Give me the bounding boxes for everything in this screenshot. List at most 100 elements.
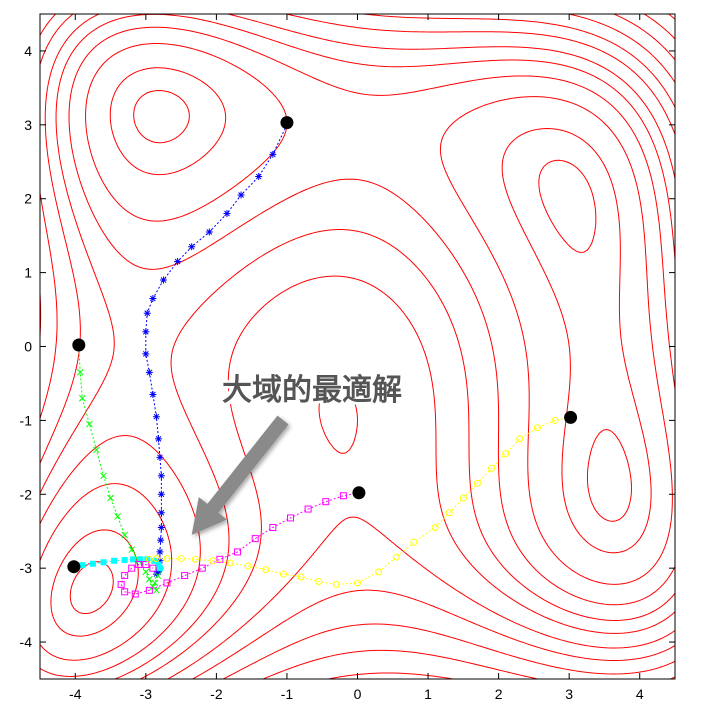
series-point: [156, 565, 163, 572]
series-point: [262, 566, 270, 574]
series-point: [297, 573, 305, 581]
series-point: [137, 556, 144, 563]
contour-level-10: [328, 14, 675, 679]
x-tick-label: -4: [69, 686, 82, 702]
series-point: [234, 548, 242, 556]
x-tick-label: -3: [140, 686, 153, 702]
series-point: [209, 557, 217, 565]
series-point: [286, 514, 294, 522]
series-point: [322, 498, 330, 506]
series-point: [128, 546, 136, 554]
series-line: [120, 492, 359, 595]
series-point: [135, 560, 143, 568]
series-point: [145, 586, 153, 594]
series-point: [156, 453, 164, 461]
series-point: [144, 556, 151, 563]
series-point: [149, 564, 157, 572]
series-point: [244, 562, 252, 570]
start-point: [67, 560, 81, 574]
contour-lines: [40, 14, 675, 679]
series-point: [86, 420, 93, 428]
series-point: [130, 556, 137, 563]
series-point: [154, 572, 162, 579]
optimizer-paths: [70, 121, 575, 598]
series-point: [157, 472, 165, 480]
contour-level-9: [263, 14, 675, 679]
series-point: [410, 538, 418, 546]
series-point: [153, 586, 160, 594]
series-point: [473, 479, 481, 487]
series-point: [145, 555, 153, 563]
series-point: [152, 555, 160, 563]
series-point: [223, 210, 231, 217]
contour-level-6: [40, 14, 675, 679]
y-tick-label: -4: [20, 634, 33, 650]
global-optimum-annotation: 大域的最適解: [191, 373, 402, 535]
series-point: [156, 557, 164, 565]
series-point: [128, 564, 136, 572]
series-point: [205, 228, 213, 236]
series-point: [163, 555, 171, 563]
x-tick-label: -2: [210, 686, 223, 702]
series-point: [181, 572, 189, 580]
series-point: [121, 557, 128, 564]
series-point: [157, 524, 165, 532]
series-point: [111, 557, 118, 564]
y-tick-label: 0: [24, 339, 32, 355]
series-point: [191, 555, 199, 563]
series-x: [75, 343, 162, 594]
series-point: [279, 570, 287, 578]
series-point: [157, 536, 165, 544]
series-point: [332, 580, 340, 588]
series-point: [304, 505, 312, 513]
series-point: [142, 560, 150, 568]
series-point: [76, 369, 84, 376]
y-tick-label: -2: [20, 486, 33, 502]
contour-level-8: [223, 14, 675, 679]
series-point: [516, 435, 524, 443]
series-point: [159, 276, 167, 284]
start-points: [67, 116, 578, 574]
contour-level-7: [40, 14, 675, 679]
x-tick-label: 4: [636, 686, 644, 702]
start-point: [564, 410, 578, 424]
series-point: [174, 258, 182, 266]
x-tick-label: 1: [424, 686, 432, 702]
series-point: [269, 150, 277, 158]
series-point: [431, 524, 439, 532]
series-point: [149, 391, 157, 399]
series-point: [149, 294, 157, 302]
series-point: [157, 490, 165, 498]
plot-frame: [39, 13, 676, 680]
start-point: [352, 486, 366, 500]
contour-level-4: [40, 14, 675, 679]
series-point: [121, 572, 129, 580]
y-tick-label: -3: [20, 560, 33, 576]
series-point: [114, 513, 121, 520]
series-point: [255, 173, 263, 181]
x-tick-label: 0: [354, 686, 362, 702]
series-point: [502, 450, 510, 458]
series-point: [143, 309, 151, 317]
series-line: [145, 124, 288, 575]
y-tick-label: 3: [24, 117, 32, 133]
series-point: [155, 435, 163, 443]
series-point: [142, 568, 150, 576]
series-point: [177, 555, 185, 563]
series-point: [227, 559, 234, 567]
start-point: [72, 338, 86, 352]
series-point: [339, 492, 347, 500]
series-point: [145, 368, 153, 376]
series-point: [488, 464, 496, 472]
series-point: [445, 509, 453, 517]
series-point: [375, 568, 383, 576]
series-point: [354, 579, 361, 587]
series-point: [216, 555, 224, 563]
series-point: [269, 524, 277, 532]
series-point: [131, 590, 139, 598]
series-point: [79, 562, 86, 569]
series-point: [157, 509, 165, 517]
start-point: [280, 116, 294, 130]
y-tick-label: 1: [24, 265, 32, 281]
y-tick-label: -1: [20, 412, 33, 428]
